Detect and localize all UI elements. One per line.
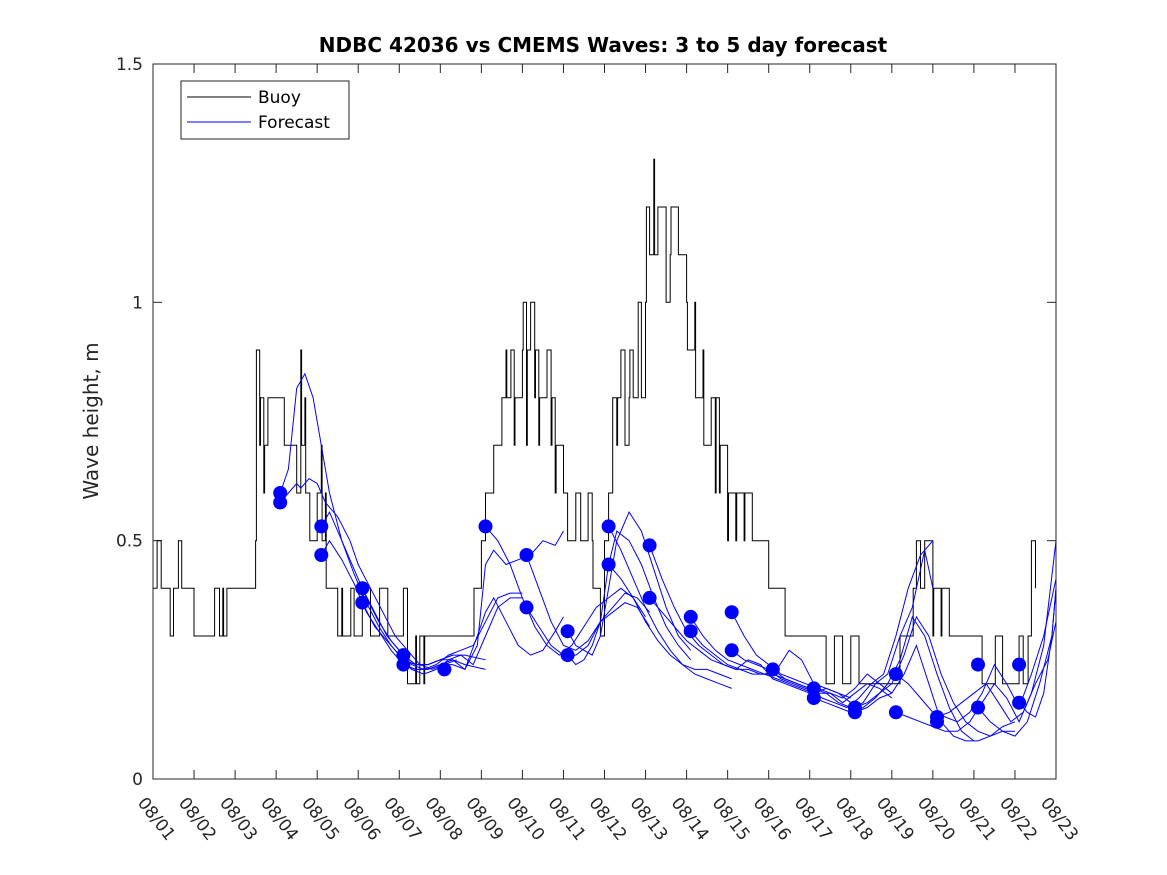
- forecast-marker: [683, 609, 698, 624]
- legend-buoy-label: Buoy: [258, 88, 301, 108]
- forecast-marker: [971, 657, 985, 672]
- y-tick-label: 0.5: [116, 532, 143, 552]
- forecast-marker: [971, 700, 985, 715]
- y-tick-label: 1.5: [116, 55, 143, 75]
- forecast-line: [854, 644, 1016, 742]
- buoy-line: [153, 158, 1036, 685]
- forecast-marker: [888, 705, 903, 720]
- axes-box: [152, 63, 1057, 780]
- forecast-marker: [396, 657, 411, 672]
- forecast-line: [608, 526, 732, 680]
- forecast-line: [690, 630, 852, 704]
- forecast-marker: [642, 538, 657, 553]
- forecast-marker: [560, 624, 575, 639]
- forecast-line: [813, 550, 934, 709]
- forecast-line: [567, 511, 692, 656]
- forecast-marker: [560, 648, 575, 663]
- forecast-line: [854, 615, 1015, 737]
- y-tick-label: 0: [132, 770, 143, 790]
- forecast-marker: [519, 600, 534, 615]
- legend-forecast-label: Forecast: [258, 113, 330, 133]
- forecast-line: [403, 530, 564, 671]
- forecast-line: [526, 602, 651, 656]
- forecast-line: [567, 530, 692, 666]
- plot-area: [152, 63, 1057, 780]
- forecast-marker: [601, 519, 616, 534]
- forecast-marker: [724, 605, 739, 620]
- forecast-marker: [314, 519, 329, 534]
- forecast-marker: [519, 548, 534, 562]
- y-axis-label: Wave height, m: [79, 342, 103, 499]
- buoy-series: [153, 158, 1036, 685]
- forecast-line: [526, 554, 650, 651]
- forecast-markers: [273, 486, 1027, 729]
- forecast-marker: [1012, 657, 1027, 672]
- forecast-marker: [601, 557, 616, 572]
- forecast-marker: [765, 662, 780, 677]
- forecast-line: [608, 564, 732, 689]
- y-tick-label: 1: [132, 293, 143, 313]
- forecast-marker: [355, 581, 370, 596]
- forecast-marker: [930, 714, 944, 729]
- forecast-line: [977, 588, 1057, 737]
- forecast-line: [936, 621, 1057, 723]
- forecast-line: [279, 478, 457, 670]
- forecast-marker: [888, 667, 903, 682]
- forecast-marker: [355, 595, 370, 610]
- forecast-marker: [806, 691, 821, 705]
- forecast-marker: [437, 662, 452, 677]
- forecast-marker: [1012, 695, 1027, 710]
- forecast-marker: [642, 590, 657, 605]
- forecast-marker: [478, 519, 493, 534]
- forecast-line: [1018, 588, 1057, 718]
- legend-box: [180, 80, 350, 140]
- legend: Buoy Forecast: [180, 80, 350, 140]
- forecast-line: [649, 597, 810, 694]
- forecast-marker: [314, 548, 329, 562]
- forecast-marker: [273, 495, 288, 510]
- chart-title: NDBC 42036 vs CMEMS Waves: 3 to 5 day fo…: [319, 33, 888, 57]
- forecast-line: [403, 596, 564, 671]
- forecast-marker: [683, 624, 698, 639]
- forecast-marker: [847, 705, 862, 720]
- forecast-marker: [724, 643, 739, 658]
